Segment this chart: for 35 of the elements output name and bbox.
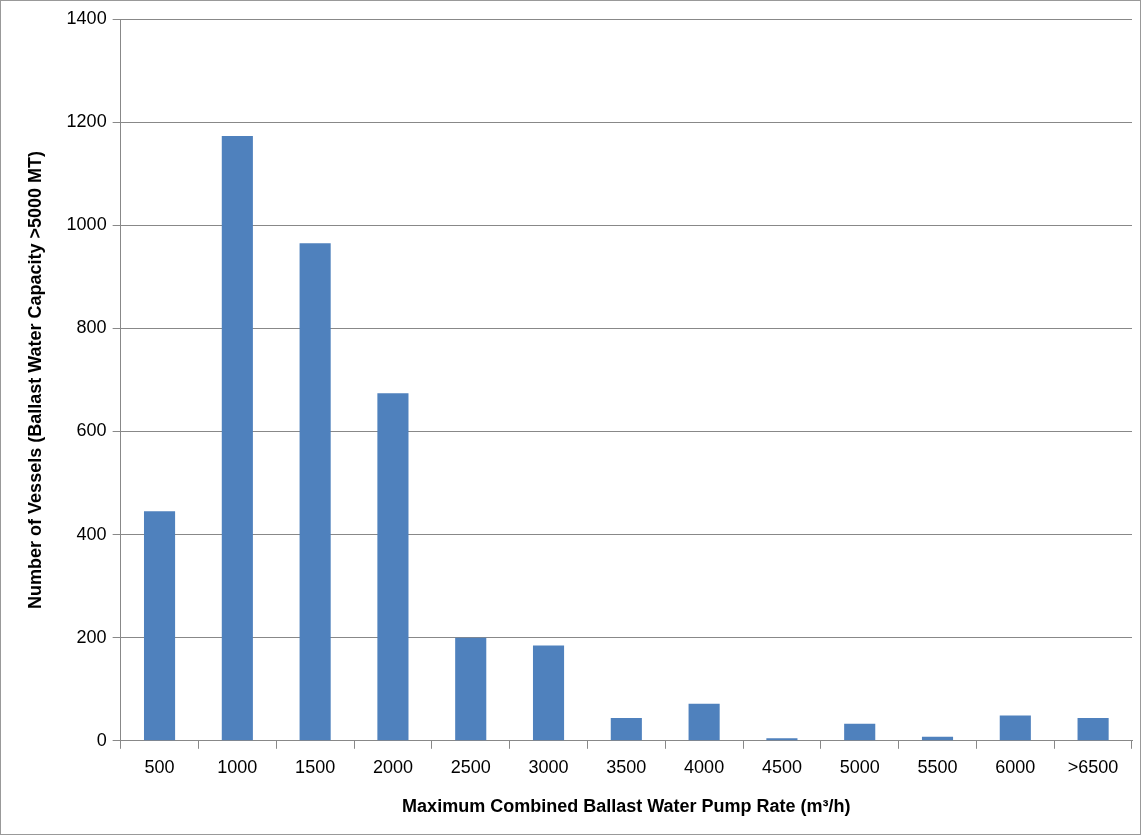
bar	[766, 738, 798, 741]
x-tick-label: 4000	[684, 756, 725, 777]
bar	[844, 723, 876, 741]
x-tick-label: >6500	[1067, 756, 1119, 777]
x-tick-label: 1000	[217, 756, 258, 777]
x-axis-title: Maximum Combined Ballast Water Pump Rate (m³/h)	[402, 796, 851, 817]
x-tick-label: 6000	[995, 756, 1036, 777]
bar	[610, 718, 642, 741]
x-tick-label: 3500	[606, 756, 647, 777]
y-tick-label: 0	[96, 729, 107, 750]
bar	[143, 511, 176, 741]
y-axis-title: Number of Vessels (Ballast Water Capacity >5000 MT)	[24, 150, 45, 609]
bar	[455, 637, 487, 741]
x-tick-label: 4500	[761, 756, 802, 777]
x-tick-label: 1500	[295, 756, 336, 777]
y-tick-label: 800	[76, 317, 107, 338]
y-tick-label: 1200	[66, 111, 107, 132]
bar	[1077, 718, 1109, 741]
bar	[688, 703, 720, 741]
bar	[377, 393, 409, 741]
bar	[999, 715, 1031, 741]
bar	[532, 645, 565, 741]
x-tick-label: 5000	[839, 756, 880, 777]
x-tick-label: 2000	[372, 756, 413, 777]
x-tick-label: 2500	[450, 756, 491, 777]
y-tick-label: 1000	[66, 214, 107, 235]
bar	[221, 136, 253, 741]
x-tick-label: 500	[144, 756, 175, 777]
y-tick-label: 600	[76, 420, 107, 441]
y-tick-label: 400	[76, 523, 107, 544]
x-tick-label: 5500	[917, 756, 958, 777]
y-tick-label: 1400	[66, 7, 107, 28]
bar	[299, 243, 331, 741]
y-tick-label: 200	[76, 626, 107, 647]
x-tick-label: 3000	[528, 756, 569, 777]
